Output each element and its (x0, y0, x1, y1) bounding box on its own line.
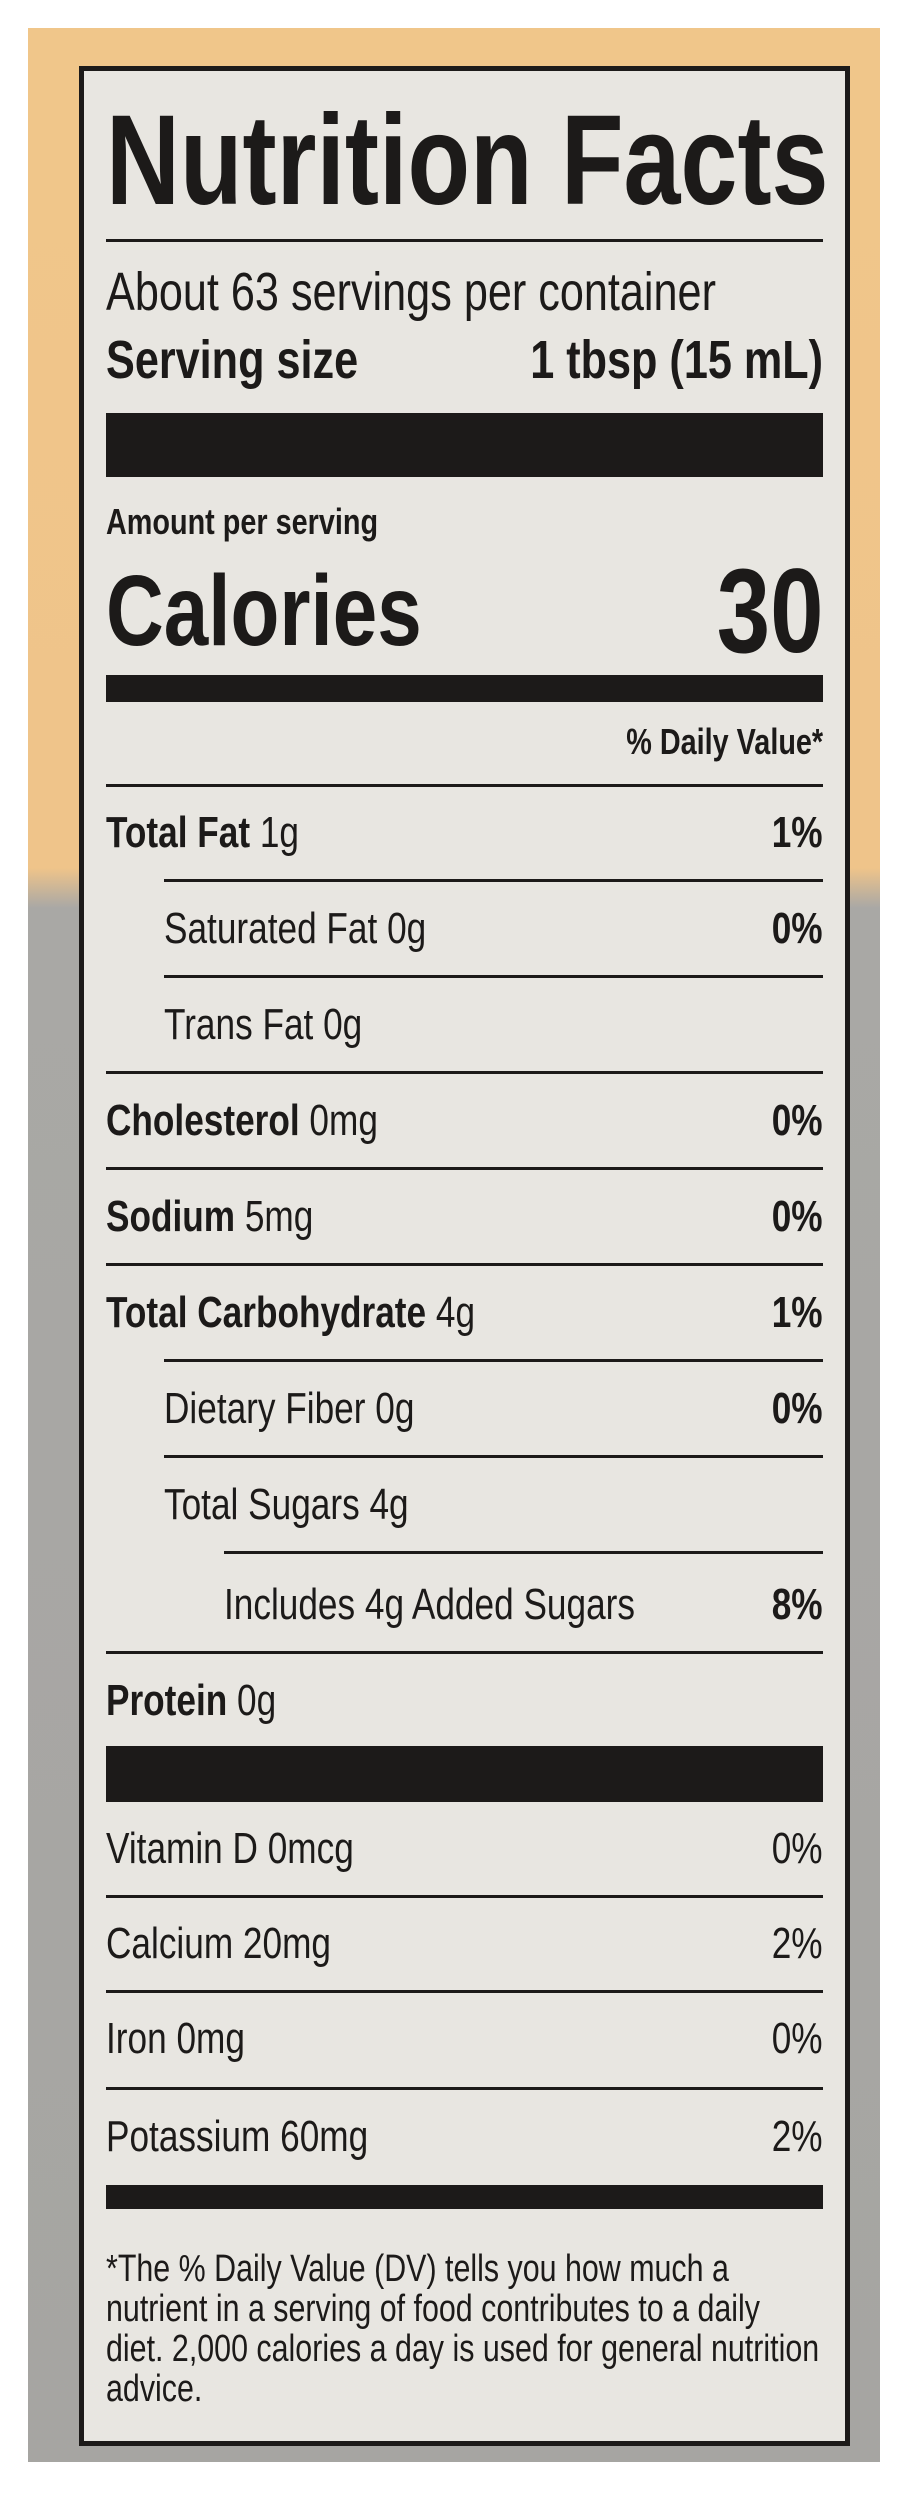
calories-value: 30 (716, 544, 823, 678)
divider (106, 784, 823, 787)
serving-size-label: Serving size (106, 330, 359, 390)
divider (106, 1990, 823, 1993)
vitamins-dv: 0% (772, 1824, 823, 1873)
calories-row: Calories 30 (106, 541, 823, 681)
nutrients-amount: 0g (387, 904, 427, 953)
nutrients-name: Includes 4g Added Sugars (224, 1580, 635, 1629)
nutrient-row: Sodium 5mg 0% (106, 1187, 823, 1247)
divider (106, 2087, 823, 2090)
divider (164, 879, 823, 882)
nutrients-amount: 0mg (309, 1096, 378, 1145)
nutrients-dv: 0% (772, 1192, 823, 1241)
divider (106, 239, 823, 242)
vitamins-name: Vitamin D (106, 1824, 258, 1873)
vitamins-amount: 0mcg (267, 1824, 354, 1873)
nutrients-name: Dietary Fiber (164, 1384, 366, 1433)
nutrients-dv: 0% (772, 1384, 823, 1433)
nutrients-dv: 0% (772, 904, 823, 953)
medium-divider (106, 675, 823, 702)
divider (106, 1263, 823, 1266)
nutrient-row: Saturated Fat 0g 0% (164, 899, 823, 959)
divider (164, 1359, 823, 1362)
nutrients-name: Total Carbohydrate (106, 1288, 427, 1337)
nutrients-amount: 1g (259, 808, 299, 857)
nutrients-amount: 4g (435, 1288, 476, 1337)
vitamins-dv: 2% (772, 1919, 823, 1968)
vitamins-name: Iron (106, 2014, 167, 2063)
nutrients-name: Total Fat (106, 808, 251, 857)
thick-divider (106, 1746, 823, 1802)
nutrients-amount: 0g (375, 1384, 415, 1433)
nutrients-dv: 8% (772, 1580, 823, 1629)
vitamin-row: Calcium 20mg 2% (106, 1914, 823, 1974)
nutrients-amount: 4g (369, 1480, 409, 1529)
serving-size: Serving size 1 tbsp (15 mL) (106, 329, 823, 391)
divider (106, 1895, 823, 1898)
medium-divider (106, 2185, 823, 2209)
divider (106, 1651, 823, 1654)
nutrients-dv: 1% (772, 1288, 823, 1337)
vitamins-dv: 0% (772, 2014, 823, 2063)
vitamin-row: Iron 0mg 0% (106, 2009, 823, 2069)
amount-per-serving: Amount per serving (106, 501, 823, 543)
thick-divider (106, 413, 823, 477)
nutrients-name: Saturated Fat (164, 904, 378, 953)
servings-per-container: About 63 servings per container (106, 261, 823, 323)
nutrient-row: Total Sugars 4g (164, 1475, 823, 1535)
serving-size-value: 1 tbsp (15 mL) (530, 330, 823, 390)
vitamins-amount: 0mg (176, 2014, 245, 2063)
amount-text: Amount per serving (106, 501, 379, 542)
servings-text: About 63 servings per container (106, 262, 716, 322)
dv-header-text: % Daily Value* (626, 721, 823, 762)
vitamins-name: Potassium (106, 2112, 271, 2161)
daily-value-header: % Daily Value* (106, 721, 823, 763)
nutrient-row: Trans Fat 0g (164, 995, 823, 1055)
calories-label: Calories (106, 554, 422, 667)
nutrients-dv: 0% (772, 1096, 823, 1145)
vitamins-amount: 60mg (280, 2112, 369, 2161)
nutrition-facts-label: Nutrition Facts About 63 servings per co… (79, 66, 850, 2446)
nutrient-row: Dietary Fiber 0g 0% (164, 1379, 823, 1439)
vitamins-dv: 2% (772, 2112, 823, 2161)
footnote: *The % Daily Value (DV) tells you how mu… (106, 2249, 823, 2409)
nutrients-name: Total Sugars (164, 1480, 360, 1529)
nutrients-amount: 0g (237, 1676, 277, 1725)
nutrient-row: Includes 4g Added Sugars 8% (224, 1575, 823, 1635)
nutrients-amount: 0g (323, 1000, 363, 1049)
divider (224, 1551, 823, 1554)
nutrients-name: Sodium (106, 1192, 236, 1241)
vitamins-name: Calcium (106, 1919, 234, 1968)
vitamin-row: Potassium 60mg 2% (106, 2107, 823, 2167)
footnote-text: *The % Daily Value (DV) tells you how mu… (106, 2248, 820, 2410)
nutrient-row: Cholesterol 0mg 0% (106, 1091, 823, 1151)
divider (106, 1071, 823, 1074)
divider (164, 1455, 823, 1458)
divider (164, 975, 823, 978)
nutrients-name: Cholesterol (106, 1096, 300, 1145)
nutrient-row: Total Fat 1g 1% (106, 803, 823, 863)
divider (106, 1167, 823, 1170)
nutrients-amount: 5mg (244, 1192, 314, 1241)
vitamins-amount: 20mg (242, 1919, 331, 1968)
nutrient-row: Total Carbohydrate 4g 1% (106, 1283, 823, 1343)
vitamin-row: Vitamin D 0mcg 0% (106, 1819, 823, 1879)
nutrients-dv: 1% (772, 808, 823, 857)
title-text: Nutrition Facts (106, 88, 829, 232)
nutrients-name: Trans Fat (164, 1000, 314, 1049)
nutrient-row: Protein 0g (106, 1671, 823, 1731)
label-title: Nutrition Facts (106, 85, 829, 235)
nutrients-name: Protein (106, 1676, 228, 1725)
